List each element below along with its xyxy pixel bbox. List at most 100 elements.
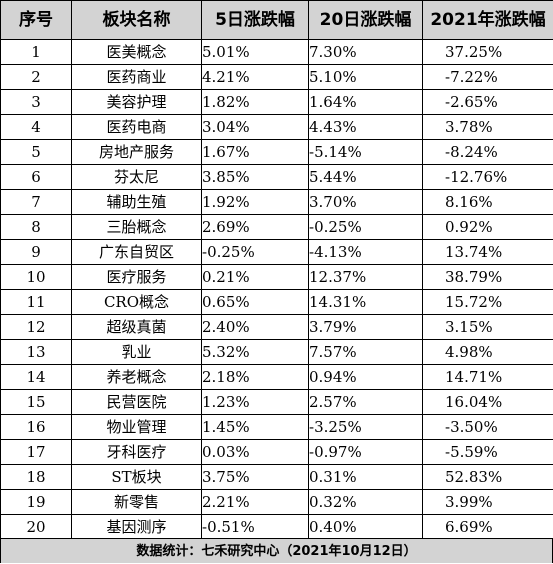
change-5day-cell: 2.69% — [202, 215, 309, 240]
change-5day-cell: 1.67% — [202, 140, 309, 165]
sector-name-cell: 美容护理 — [72, 90, 202, 115]
rank-cell: 9 — [1, 240, 72, 265]
sector-name-cell: 民营医院 — [72, 390, 202, 415]
change-20day-cell: 3.79% — [309, 315, 423, 340]
header-sector-name: 板块名称 — [72, 1, 202, 40]
sector-name-cell: 三胎概念 — [72, 215, 202, 240]
rank-cell: 14 — [1, 365, 72, 390]
change-5day-cell: 3.85% — [202, 165, 309, 190]
rank-cell: 18 — [1, 465, 72, 490]
change-2021-cell: 4.98% — [423, 340, 553, 365]
change-5day-cell: 1.23% — [202, 390, 309, 415]
rank-cell: 4 — [1, 115, 72, 140]
change-20day-cell: 5.44% — [309, 165, 423, 190]
change-2021-cell: -2.65% — [423, 90, 553, 115]
change-2021-cell: -8.24% — [423, 140, 553, 165]
rank-cell: 1 — [1, 40, 72, 65]
sector-name-cell: 超级真菌 — [72, 315, 202, 340]
change-2021-cell: 3.78% — [423, 115, 553, 140]
rank-cell: 11 — [1, 290, 72, 315]
change-20day-cell: 5.10% — [309, 65, 423, 90]
sector-name-cell: 医疗服务 — [72, 265, 202, 290]
change-2021-cell: -3.50% — [423, 415, 553, 440]
change-2021-cell: -12.76% — [423, 165, 553, 190]
rank-cell: 20 — [1, 515, 72, 540]
change-2021-cell: 3.15% — [423, 315, 553, 340]
sector-name-cell: 医药商业 — [72, 65, 202, 90]
sector-name-cell: 乳业 — [72, 340, 202, 365]
change-5day-cell: 1.92% — [202, 190, 309, 215]
sector-name-cell: ST板块 — [72, 465, 202, 490]
header-2021-change: 2021年涨跌幅 — [423, 1, 553, 40]
header-rank: 序号 — [1, 1, 72, 40]
change-20day-cell: 14.31% — [309, 290, 423, 315]
change-2021-cell: -5.59% — [423, 440, 553, 465]
change-20day-cell: 0.94% — [309, 365, 423, 390]
change-20day-cell: 0.31% — [309, 465, 423, 490]
change-20day-cell: 12.37% — [309, 265, 423, 290]
change-5day-cell: 3.75% — [202, 465, 309, 490]
rank-cell: 16 — [1, 415, 72, 440]
change-2021-cell: 0.92% — [423, 215, 553, 240]
change-20day-cell: -5.14% — [309, 140, 423, 165]
change-20day-cell: 1.64% — [309, 90, 423, 115]
change-5day-cell: 0.03% — [202, 440, 309, 465]
header-20day-change: 20日涨跌幅 — [309, 1, 423, 40]
change-2021-cell: 16.04% — [423, 390, 553, 415]
table-header-row: 序号 板块名称 5日涨跌幅 20日涨跌幅 2021年涨跌幅 — [1, 1, 553, 40]
rank-cell: 2 — [1, 65, 72, 90]
sector-name-cell: 芬太尼 — [72, 165, 202, 190]
change-20day-cell: 7.30% — [309, 40, 423, 65]
rank-cell: 12 — [1, 315, 72, 340]
change-20day-cell: -0.25% — [309, 215, 423, 240]
change-2021-cell: 6.69% — [423, 515, 553, 540]
sector-name-cell: 物业管理 — [72, 415, 202, 440]
change-2021-cell: 15.72% — [423, 290, 553, 315]
change-5day-cell: 2.18% — [202, 365, 309, 390]
change-5day-cell: 2.21% — [202, 490, 309, 515]
sector-name-cell: 广东自贸区 — [72, 240, 202, 265]
change-20day-cell: -0.97% — [309, 440, 423, 465]
sector-name-cell: 基因测序 — [72, 515, 202, 540]
change-5day-cell: -0.25% — [202, 240, 309, 265]
sector-name-cell: 养老概念 — [72, 365, 202, 390]
change-2021-cell: 13.74% — [423, 240, 553, 265]
change-20day-cell: 7.57% — [309, 340, 423, 365]
change-20day-cell: -3.25% — [309, 415, 423, 440]
header-5day-change: 5日涨跌幅 — [202, 1, 309, 40]
rank-cell: 3 — [1, 90, 72, 115]
change-20day-cell: 0.32% — [309, 490, 423, 515]
change-20day-cell: 2.57% — [309, 390, 423, 415]
rank-cell: 10 — [1, 265, 72, 290]
rank-cell: 17 — [1, 440, 72, 465]
change-2021-cell: 52.83% — [423, 465, 553, 490]
sector-name-cell: 牙科医疗 — [72, 440, 202, 465]
change-20day-cell: -4.13% — [309, 240, 423, 265]
change-5day-cell: 3.04% — [202, 115, 309, 140]
change-2021-cell: 8.16% — [423, 190, 553, 215]
rank-cell: 8 — [1, 215, 72, 240]
rank-cell: 5 — [1, 140, 72, 165]
change-5day-cell: -0.51% — [202, 515, 309, 540]
change-20day-cell: 4.43% — [309, 115, 423, 140]
change-20day-cell: 0.40% — [309, 515, 423, 540]
rank-cell: 7 — [1, 190, 72, 215]
change-5day-cell: 1.45% — [202, 415, 309, 440]
change-5day-cell: 0.21% — [202, 265, 309, 290]
rank-cell: 19 — [1, 490, 72, 515]
sector-name-cell: 医药电商 — [72, 115, 202, 140]
